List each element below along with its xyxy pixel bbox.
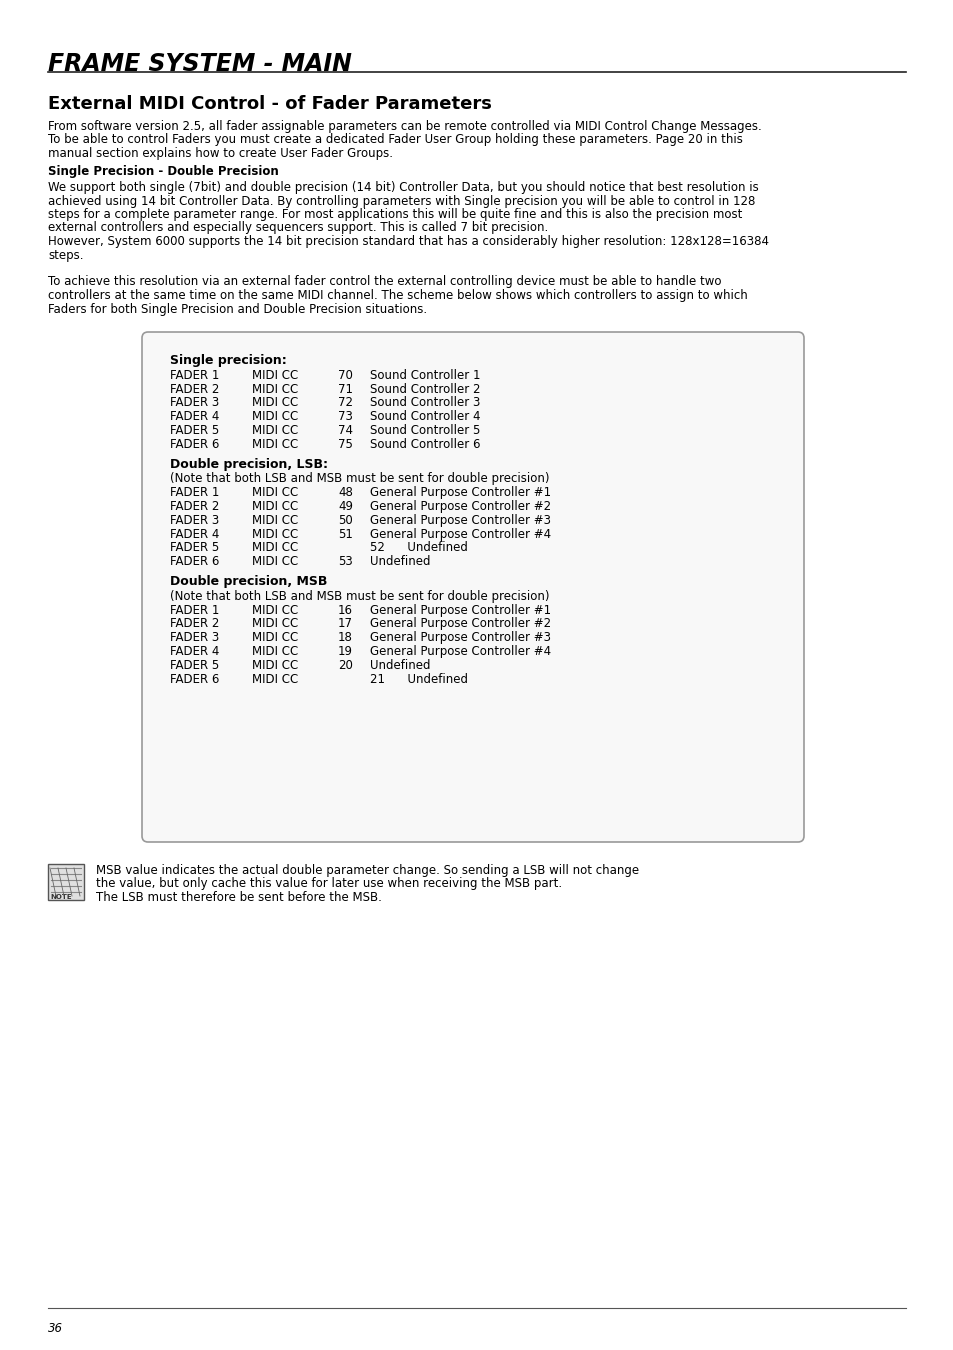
Text: MIDI CC: MIDI CC [252, 541, 298, 555]
Text: FADER 4: FADER 4 [170, 528, 219, 540]
Text: MIDI CC: MIDI CC [252, 617, 298, 630]
Text: 21      Undefined: 21 Undefined [370, 672, 468, 686]
Text: MIDI CC: MIDI CC [252, 645, 298, 657]
Text: Single precision:: Single precision: [170, 354, 287, 367]
Text: General Purpose Controller #1: General Purpose Controller #1 [370, 603, 551, 617]
Text: FADER 3: FADER 3 [170, 632, 219, 644]
Text: MIDI CC: MIDI CC [252, 486, 298, 500]
Text: MIDI CC: MIDI CC [252, 437, 298, 451]
Text: 19: 19 [337, 645, 353, 657]
Text: 51: 51 [337, 528, 353, 540]
Text: Sound Controller 1: Sound Controller 1 [370, 369, 480, 382]
Text: NOTE: NOTE [50, 894, 71, 900]
Text: MIDI CC: MIDI CC [252, 424, 298, 437]
Text: MIDI CC: MIDI CC [252, 528, 298, 540]
Text: achieved using 14 bit Controller Data. By controlling parameters with Single pre: achieved using 14 bit Controller Data. B… [48, 194, 755, 208]
Text: MIDI CC: MIDI CC [252, 410, 298, 423]
Text: manual section explains how to create User Fader Groups.: manual section explains how to create Us… [48, 147, 393, 161]
Text: Sound Controller 4: Sound Controller 4 [370, 410, 480, 423]
Text: MSB value indicates the actual double parameter change. So sending a LSB will no: MSB value indicates the actual double pa… [96, 864, 639, 878]
Text: 16: 16 [337, 603, 353, 617]
Text: FADER 1: FADER 1 [170, 603, 219, 617]
Text: General Purpose Controller #2: General Purpose Controller #2 [370, 617, 551, 630]
Text: However, System 6000 supports the 14 bit precision standard that has a considera: However, System 6000 supports the 14 bit… [48, 235, 768, 248]
Text: FADER 6: FADER 6 [170, 555, 219, 568]
Text: External MIDI Control - of Fader Parameters: External MIDI Control - of Fader Paramet… [48, 95, 492, 113]
Text: General Purpose Controller #4: General Purpose Controller #4 [370, 645, 551, 657]
Text: General Purpose Controller #1: General Purpose Controller #1 [370, 486, 551, 500]
Text: We support both single (7bit) and double precision (14 bit) Controller Data, but: We support both single (7bit) and double… [48, 181, 758, 194]
Text: MIDI CC: MIDI CC [252, 514, 298, 526]
Text: FADER 1: FADER 1 [170, 486, 219, 500]
Text: MIDI CC: MIDI CC [252, 632, 298, 644]
Text: FADER 6: FADER 6 [170, 437, 219, 451]
Text: MIDI CC: MIDI CC [252, 382, 298, 396]
Text: FRAME SYSTEM - MAIN: FRAME SYSTEM - MAIN [48, 53, 352, 76]
Text: 72: 72 [337, 397, 353, 409]
Text: From software version 2.5, all fader assignable parameters can be remote control: From software version 2.5, all fader ass… [48, 120, 760, 134]
Text: 70: 70 [337, 369, 353, 382]
Text: Faders for both Single Precision and Double Precision situations.: Faders for both Single Precision and Dou… [48, 302, 427, 316]
Text: FADER 5: FADER 5 [170, 659, 219, 672]
Text: Single Precision - Double Precision: Single Precision - Double Precision [48, 166, 278, 178]
Text: To achieve this resolution via an external fader control the external controllin: To achieve this resolution via an extern… [48, 275, 720, 289]
Text: MIDI CC: MIDI CC [252, 555, 298, 568]
Text: 50: 50 [337, 514, 353, 526]
Text: Sound Controller 3: Sound Controller 3 [370, 397, 480, 409]
Text: FADER 1: FADER 1 [170, 369, 219, 382]
Text: Sound Controller 6: Sound Controller 6 [370, 437, 480, 451]
Text: (Note that both LSB and MSB must be sent for double precision): (Note that both LSB and MSB must be sent… [170, 472, 549, 486]
Text: MIDI CC: MIDI CC [252, 603, 298, 617]
Text: Sound Controller 2: Sound Controller 2 [370, 382, 480, 396]
Text: FADER 2: FADER 2 [170, 617, 219, 630]
Text: controllers at the same time on the same MIDI channel. The scheme below shows wh: controllers at the same time on the same… [48, 289, 747, 302]
Text: 52      Undefined: 52 Undefined [370, 541, 467, 555]
Text: To be able to control Faders you must create a dedicated Fader User Group holdin: To be able to control Faders you must cr… [48, 134, 742, 147]
Text: 36: 36 [48, 1322, 63, 1335]
Text: MIDI CC: MIDI CC [252, 369, 298, 382]
Text: FADER 3: FADER 3 [170, 397, 219, 409]
Text: Double precision, LSB:: Double precision, LSB: [170, 458, 328, 471]
Text: MIDI CC: MIDI CC [252, 659, 298, 672]
Text: FADER 4: FADER 4 [170, 410, 219, 423]
Text: MIDI CC: MIDI CC [252, 672, 298, 686]
Text: 74: 74 [337, 424, 353, 437]
Text: (Note that both LSB and MSB must be sent for double precision): (Note that both LSB and MSB must be sent… [170, 590, 549, 603]
Text: 18: 18 [337, 632, 353, 644]
Text: General Purpose Controller #3: General Purpose Controller #3 [370, 632, 551, 644]
Text: 75: 75 [337, 437, 353, 451]
Text: FADER 5: FADER 5 [170, 541, 219, 555]
Text: General Purpose Controller #2: General Purpose Controller #2 [370, 500, 551, 513]
Text: 73: 73 [337, 410, 353, 423]
Text: FADER 2: FADER 2 [170, 500, 219, 513]
Text: MIDI CC: MIDI CC [252, 397, 298, 409]
Text: 49: 49 [337, 500, 353, 513]
Text: Undefined: Undefined [370, 659, 430, 672]
Text: Undefined: Undefined [370, 555, 430, 568]
Text: 48: 48 [337, 486, 353, 500]
Text: FADER 3: FADER 3 [170, 514, 219, 526]
Text: external controllers and especially sequencers support. This is called 7 bit pre: external controllers and especially sequ… [48, 221, 548, 235]
Text: FADER 5: FADER 5 [170, 424, 219, 437]
Text: steps for a complete parameter range. For most applications this will be quite f: steps for a complete parameter range. Fo… [48, 208, 741, 221]
Text: 17: 17 [337, 617, 353, 630]
Text: steps.: steps. [48, 248, 84, 262]
Text: the value, but only cache this value for later use when receiving the MSB part.: the value, but only cache this value for… [96, 878, 561, 891]
Text: FADER 4: FADER 4 [170, 645, 219, 657]
Text: 20: 20 [337, 659, 353, 672]
Text: General Purpose Controller #4: General Purpose Controller #4 [370, 528, 551, 540]
Text: FADER 6: FADER 6 [170, 672, 219, 686]
Text: 53: 53 [337, 555, 353, 568]
Text: General Purpose Controller #3: General Purpose Controller #3 [370, 514, 551, 526]
FancyBboxPatch shape [48, 864, 84, 900]
Text: MIDI CC: MIDI CC [252, 500, 298, 513]
Text: 71: 71 [337, 382, 353, 396]
Text: The LSB must therefore be sent before the MSB.: The LSB must therefore be sent before th… [96, 891, 381, 904]
Text: FADER 2: FADER 2 [170, 382, 219, 396]
Text: Sound Controller 5: Sound Controller 5 [370, 424, 480, 437]
FancyBboxPatch shape [142, 332, 803, 842]
Text: Double precision, MSB: Double precision, MSB [170, 575, 327, 589]
